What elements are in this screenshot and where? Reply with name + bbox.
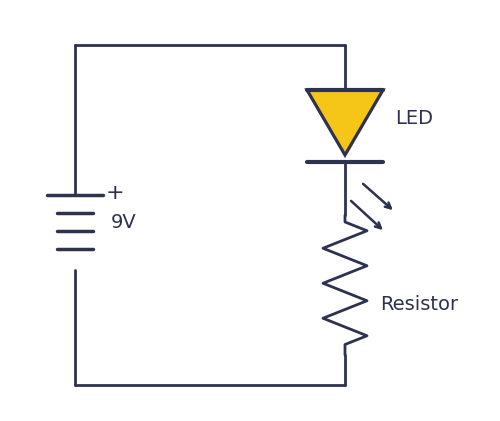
- Text: +: +: [106, 183, 124, 203]
- Text: LED: LED: [395, 109, 433, 128]
- Text: Resistor: Resistor: [380, 296, 458, 314]
- Polygon shape: [307, 90, 383, 155]
- Text: 9V: 9V: [111, 213, 137, 232]
